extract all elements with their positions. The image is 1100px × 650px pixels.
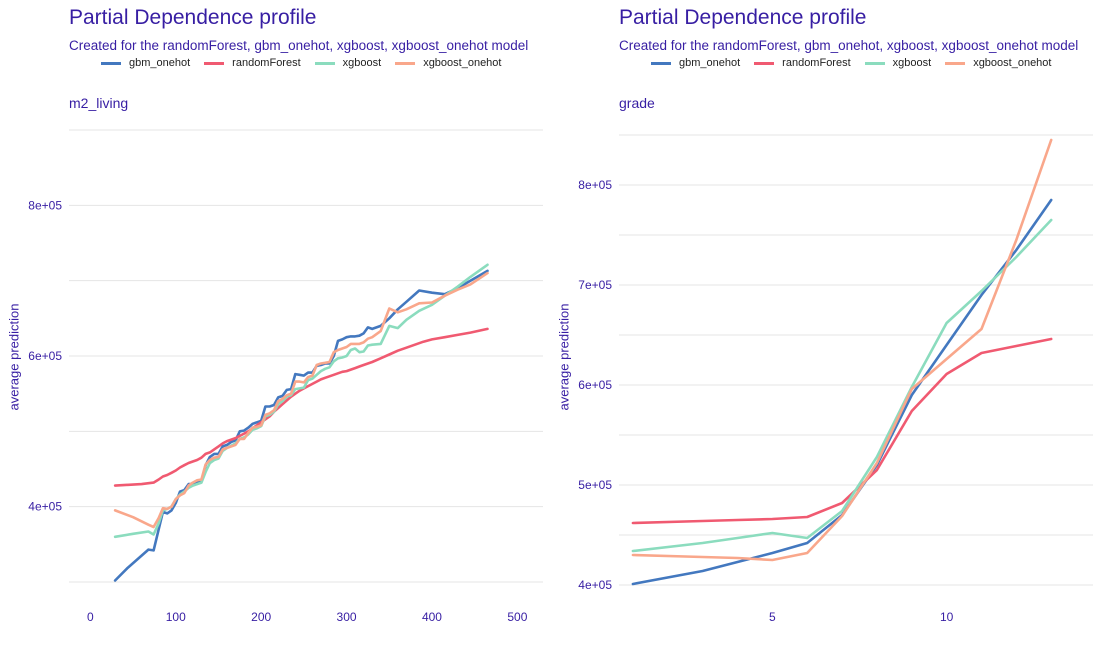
y-axis-label: average prediction — [6, 303, 22, 411]
chart-subtitle: Created for the randomForest, gbm_onehot… — [69, 38, 529, 53]
legend-label: xgboost_onehot — [973, 57, 1052, 69]
x-tick-label: 200 — [251, 610, 271, 624]
chart-title: Partial Dependence profile — [619, 6, 867, 29]
y-tick-label: 8e+05 — [28, 198, 62, 212]
y-tick-label: 5e+05 — [578, 478, 612, 492]
series-line-xgboost — [631, 218, 1053, 553]
plot-area-right: 4e+05 5e+05 6e+05 7e+05 8e+05 5 10 — [578, 134, 1093, 624]
legend: gbm_onehot randomForest xgboost xgboost_… — [651, 55, 1065, 71]
series-line-gbm-onehot — [631, 198, 1053, 586]
legend-item: gbm_onehot — [101, 57, 190, 69]
series-line-xgboost-onehot — [631, 138, 1053, 562]
series-line-xgboost-onehot — [113, 271, 489, 529]
y-tick-label: 8e+05 — [578, 178, 612, 192]
legend-item: randomForest — [204, 57, 301, 69]
y-tick-label: 4e+05 — [28, 500, 62, 514]
panel-strip-label: m2_living — [69, 95, 129, 111]
legend-swatch — [314, 61, 335, 65]
legend: gbm_onehot randomForest xgboost xgboost_… — [101, 55, 515, 71]
legend-label: randomForest — [232, 57, 301, 69]
legend-swatch — [204, 61, 225, 65]
series-line-gbm-onehot — [113, 269, 489, 582]
legend-label: gbm_onehot — [679, 57, 741, 69]
series-line-randomForest — [631, 337, 1053, 525]
x-tick-label: 100 — [166, 610, 186, 624]
legend-swatch — [945, 61, 966, 65]
legend-swatch — [651, 61, 671, 65]
y-tick-label: 4e+05 — [578, 578, 612, 592]
series-line-randomForest — [113, 327, 489, 487]
legend-item: xgboost — [864, 57, 932, 69]
legend-label: gbm_onehot — [129, 57, 191, 69]
chart-title: Partial Dependence profile — [69, 6, 317, 29]
legend-label: xgboost_onehot — [423, 57, 502, 69]
legend-label: xgboost — [892, 57, 932, 69]
y-tick-label: 6e+05 — [28, 349, 62, 363]
legend-label: xgboost — [342, 57, 382, 69]
x-tick-label: 5 — [769, 610, 776, 624]
x-tick-label: 300 — [337, 610, 357, 624]
legend-swatch — [101, 61, 121, 65]
x-tick-label: 10 — [940, 610, 954, 624]
x-tick-label: 0 — [87, 610, 94, 624]
legend-item: randomForest — [754, 57, 851, 69]
legend-swatch — [864, 61, 885, 65]
legend-item: xgboost — [314, 57, 382, 69]
series-line-xgboost — [113, 263, 489, 539]
y-axis-label: average prediction — [556, 303, 572, 411]
chart-subtitle: Created for the randomForest, gbm_onehot… — [619, 38, 1079, 53]
plot-area-left: 4e+05 6e+05 8e+05 0 100 200 300 400 500 — [28, 129, 543, 624]
legend-item: xgboost_onehot — [395, 57, 501, 69]
legend-item: gbm_onehot — [651, 57, 740, 69]
panel-strip-label: grade — [619, 95, 655, 111]
legend-label: randomForest — [782, 57, 851, 69]
chart-panel-right: 4e+05 5e+05 6e+05 7e+05 8e+05 5 10 Partial Dep… — [550, 0, 1100, 650]
legend-swatch — [395, 61, 416, 65]
y-tick-label: 7e+05 — [578, 278, 612, 292]
y-tick-label: 6e+05 — [578, 378, 612, 392]
x-tick-label: 400 — [422, 610, 442, 624]
legend-swatch — [754, 61, 775, 65]
legend-item: xgboost_onehot — [945, 57, 1051, 69]
x-tick-label: 500 — [507, 610, 527, 624]
chart-panel-left: 4e+05 6e+05 8e+05 0 100 200 300 400 500 Partial … — [6, 6, 543, 624]
